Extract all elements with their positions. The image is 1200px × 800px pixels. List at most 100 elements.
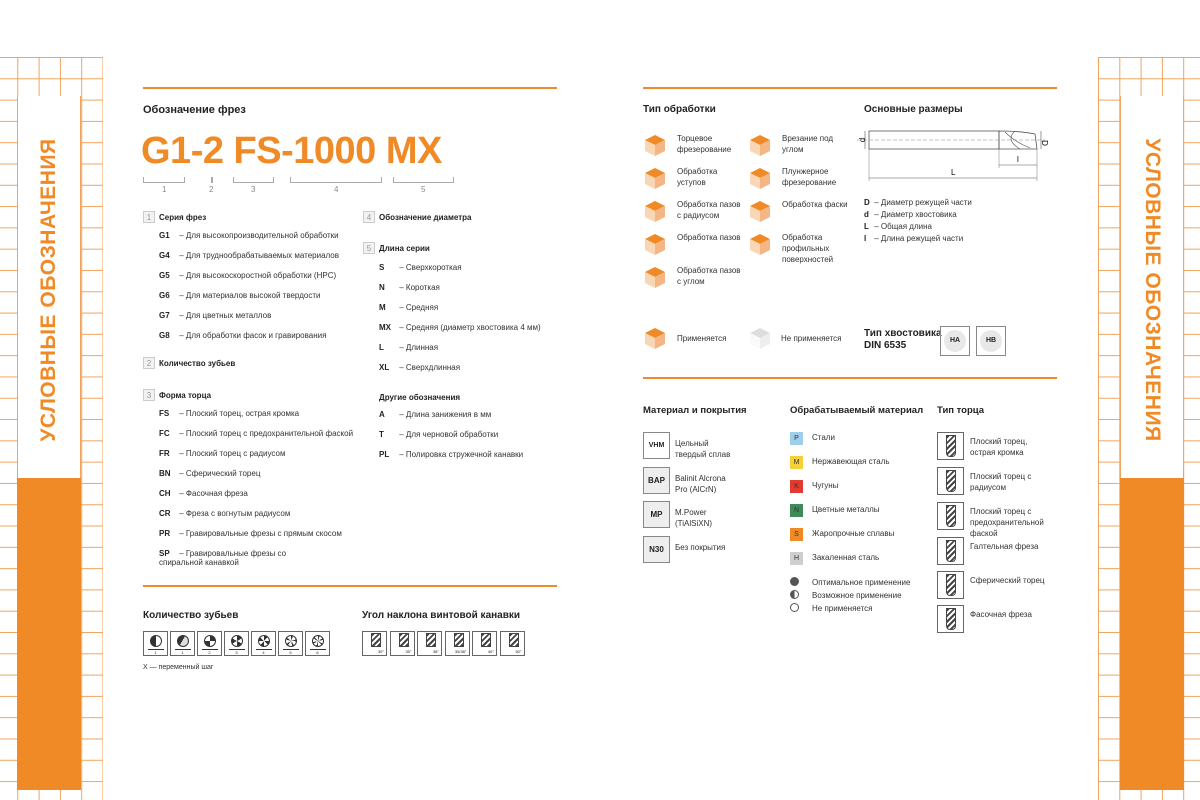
item-dash: – — [177, 449, 186, 458]
end-mill-flute-icon — [946, 608, 956, 630]
designation-title: Обозначение фрез — [143, 104, 246, 116]
item-desc: Длина занижения в мм — [405, 410, 492, 419]
item-desc: Для черновой обработки — [405, 430, 499, 439]
teeth-circle-icon — [258, 635, 270, 647]
item-code: BN — [159, 469, 171, 478]
shank-title: Тип хвостовика DIN 6535 — [864, 328, 942, 352]
dimension-legend-item: L – Общая длина — [864, 222, 932, 231]
item-desc: Плоский торец, острая кромка — [185, 409, 300, 418]
item-code: CH — [159, 489, 171, 498]
teeth-icon: 4 — [251, 631, 276, 656]
list-item: G6 – Для материалов высокой твердости — [159, 291, 320, 300]
item-dash: – — [177, 529, 186, 538]
bracket — [290, 177, 382, 183]
usage-dot-icon — [790, 603, 799, 612]
item-code: FR — [159, 449, 170, 458]
end-type-icon — [937, 571, 964, 599]
helix-flute-icon — [508, 633, 519, 647]
right-strip — [1120, 96, 1184, 478]
machining-type-label: Обработка профильных поверхностей — [782, 233, 834, 264]
teeth-circle-icon — [312, 635, 324, 647]
item-desc: Для цветных металлов — [185, 311, 272, 320]
helix-angle-label: 40° — [487, 649, 494, 654]
helix-flute-icon — [481, 633, 491, 647]
section-title: Количество зубьев — [159, 359, 236, 368]
dimension-legend-item: l – Длина режущей части — [864, 234, 963, 243]
helix-angle-label: 50° — [515, 649, 522, 654]
workpiece-label: Нержавеющая сталь — [812, 457, 890, 466]
list-item: MX – Средняя (диаметр хвостовика 4 мм) — [379, 323, 541, 332]
item-desc: Полировка стружечной канавки — [405, 450, 524, 459]
item-desc: Сферический торец — [185, 469, 261, 478]
helix-flute-icon — [453, 633, 464, 647]
teeth-line — [229, 649, 245, 650]
list-item: T – Для черновой обработки — [379, 430, 498, 439]
dimension-desc: Длина режущей части — [880, 234, 964, 243]
end-mill-flute-icon — [946, 574, 956, 596]
item-dash: – — [177, 509, 186, 518]
item-code: MX — [379, 323, 391, 332]
workpiece-label: Стали — [812, 433, 835, 442]
list-item: G1 – Для высокопроизводительной обработк… — [159, 231, 339, 240]
teeth-label: 4 — [262, 650, 265, 655]
item-desc: Для высокопроизводительной обработки — [185, 231, 339, 240]
list-item: CH – Фасочная фреза — [159, 489, 248, 498]
item-dash: – — [177, 429, 186, 438]
teeth-icon: 3 — [224, 631, 249, 656]
end-type-icon — [937, 467, 964, 495]
item-dash: – — [177, 251, 186, 260]
left-strip-block — [17, 478, 81, 790]
item-dash: – — [397, 303, 406, 312]
material-code-box: N30 — [643, 536, 670, 563]
right-strip-block — [1120, 478, 1184, 790]
teeth-circle-icon — [177, 635, 189, 647]
workpiece-color-square: H — [790, 552, 803, 565]
machining-type-icon — [748, 165, 773, 190]
material-code-box: BAP — [643, 467, 670, 494]
machining-type-label: Торцевое фрезерование — [677, 134, 732, 154]
list-item: M – Средняя — [379, 303, 438, 312]
section-title: Обозначение диаметра — [379, 213, 472, 222]
not-applied-icon — [748, 325, 773, 350]
shank-title-line1: Тип хвостовика — [864, 328, 942, 339]
bracket — [233, 177, 274, 183]
item-code: G7 — [159, 311, 170, 320]
item-dash: – — [177, 331, 186, 340]
workpiece-color-square: K — [790, 480, 803, 493]
end-type-icon — [937, 502, 964, 530]
workpiece-color-square: N — [790, 504, 803, 517]
machining-type-icon — [748, 198, 773, 223]
machining-type-label: Обработка уступов — [677, 167, 718, 187]
section-number: 2 — [143, 357, 155, 369]
dash: – — [872, 234, 881, 243]
helix-angle-label: 35/38° — [454, 649, 467, 654]
item-dash: – — [397, 323, 406, 332]
helix-flute-icon — [371, 633, 381, 647]
divider — [643, 87, 1057, 89]
material-label: M.Power (TiAlSiXN) — [675, 508, 713, 528]
machining-type-icon — [748, 231, 773, 256]
helix-angle-label: 35° — [405, 649, 412, 654]
item-desc: Сверхкороткая — [405, 263, 462, 272]
dimension-symbol: L — [864, 222, 869, 231]
helix-angle-icon: 38° — [417, 631, 442, 656]
list-item: SP – Гравировальные фрезы со спиральной … — [159, 549, 329, 567]
teeth-circle-icon — [204, 635, 216, 647]
item-code: SP — [159, 549, 170, 558]
item-code: A — [379, 410, 385, 419]
end-type-icon — [937, 432, 964, 460]
item-code: XL — [379, 363, 390, 372]
teeth-label: 1 — [154, 650, 157, 655]
item-code: G8 — [159, 331, 170, 340]
list-item: G7 – Для цветных металлов — [159, 311, 271, 320]
left-strip — [17, 96, 81, 478]
teeth-line — [256, 649, 272, 650]
side-title-right: УСЛОВНЫЕ ОБОЗНАЧЕНИЯ — [1141, 138, 1164, 442]
divider — [143, 87, 557, 89]
workpiece-label: Цветные металлы — [812, 505, 880, 514]
helix-angle-icon: 35° — [389, 631, 415, 656]
helix-angle-icon: 30° — [362, 631, 387, 656]
helix-angle-label: 38° — [432, 649, 439, 654]
item-desc: Средняя (диаметр хвостовика 4 мм) — [405, 323, 541, 332]
item-code: PR — [159, 529, 171, 538]
